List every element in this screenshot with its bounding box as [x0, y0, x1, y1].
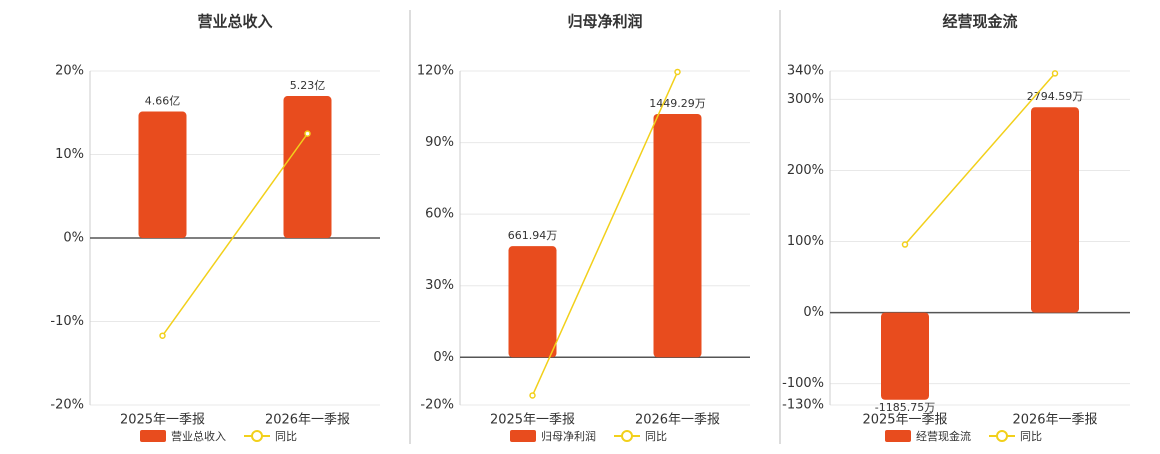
- legend-label: 同比: [1020, 430, 1042, 443]
- x-tick-label: 2026年一季报: [635, 413, 720, 428]
- legend-label: 经营现金流: [916, 429, 971, 443]
- chart-title: 营业总收入: [197, 13, 272, 31]
- y-tick-label: -20%: [50, 398, 84, 413]
- bar: [1031, 107, 1079, 313]
- legend-swatch: [621, 430, 633, 442]
- chart-title: 归母净利润: [567, 13, 642, 31]
- line: [904, 72, 1056, 246]
- y-tick-label: 30%: [425, 278, 454, 293]
- chart-title: 经营现金流: [942, 13, 1017, 31]
- y-tick-label: 10%: [55, 147, 84, 162]
- y-tick-label: 100%: [787, 234, 824, 249]
- y-tick-label: 60%: [425, 207, 454, 222]
- bar: [283, 96, 332, 238]
- y-tick-label: 120%: [417, 64, 454, 79]
- x-tick-label: 2025年一季报: [120, 413, 205, 428]
- data-label: -1185.75万: [875, 401, 935, 414]
- data-label: 1449.29万: [649, 97, 706, 110]
- data-label: 661.94万: [508, 229, 558, 242]
- line-point: [529, 392, 536, 399]
- legend-swatch: [996, 430, 1008, 442]
- y-tick-label: 90%: [425, 135, 454, 150]
- y-tick-label: -20%: [420, 398, 454, 413]
- y-tick-label: 20%: [55, 64, 84, 79]
- bar: [653, 113, 702, 358]
- line-point: [304, 130, 311, 137]
- line-point: [674, 68, 681, 76]
- legend-label: 归母净利润: [541, 429, 596, 443]
- data-label: 5.23亿: [290, 79, 326, 92]
- y-tick-label: 0%: [803, 305, 824, 320]
- y-tick-label: 340%: [787, 64, 824, 79]
- legend-label: 营业总收入: [171, 429, 226, 443]
- line-point: [901, 241, 909, 248]
- data-label: 2794.59万: [1027, 90, 1084, 103]
- legend-swatch: [140, 430, 166, 442]
- x-tick-label: 2026年一季报: [1012, 413, 1097, 428]
- y-tick-label: 0%: [433, 350, 454, 365]
- legend-swatch: [251, 430, 263, 442]
- bar: [508, 246, 557, 358]
- y-tick-label: 200%: [787, 163, 824, 178]
- y-tick-label: -10%: [50, 314, 84, 329]
- data-label: 4.66亿: [145, 95, 181, 108]
- x-tick-label: 2026年一季报: [265, 413, 350, 428]
- legend-swatch: [510, 430, 536, 442]
- y-tick-label: -100%: [782, 376, 824, 391]
- x-tick-label: 2025年一季报: [490, 413, 575, 428]
- line-point: [1051, 70, 1059, 77]
- legend-label: 同比: [275, 430, 297, 443]
- line-point: [159, 332, 166, 339]
- bar: [881, 312, 929, 400]
- x-tick-label: 2025年一季报: [862, 413, 947, 428]
- y-tick-label: -130%: [782, 398, 824, 413]
- line: [531, 71, 679, 396]
- legend-label: 同比: [645, 430, 667, 443]
- y-tick-label: 0%: [63, 231, 84, 246]
- y-tick-label: 300%: [787, 92, 824, 107]
- bar: [138, 111, 187, 238]
- line: [161, 133, 309, 337]
- legend-swatch: [885, 430, 911, 442]
